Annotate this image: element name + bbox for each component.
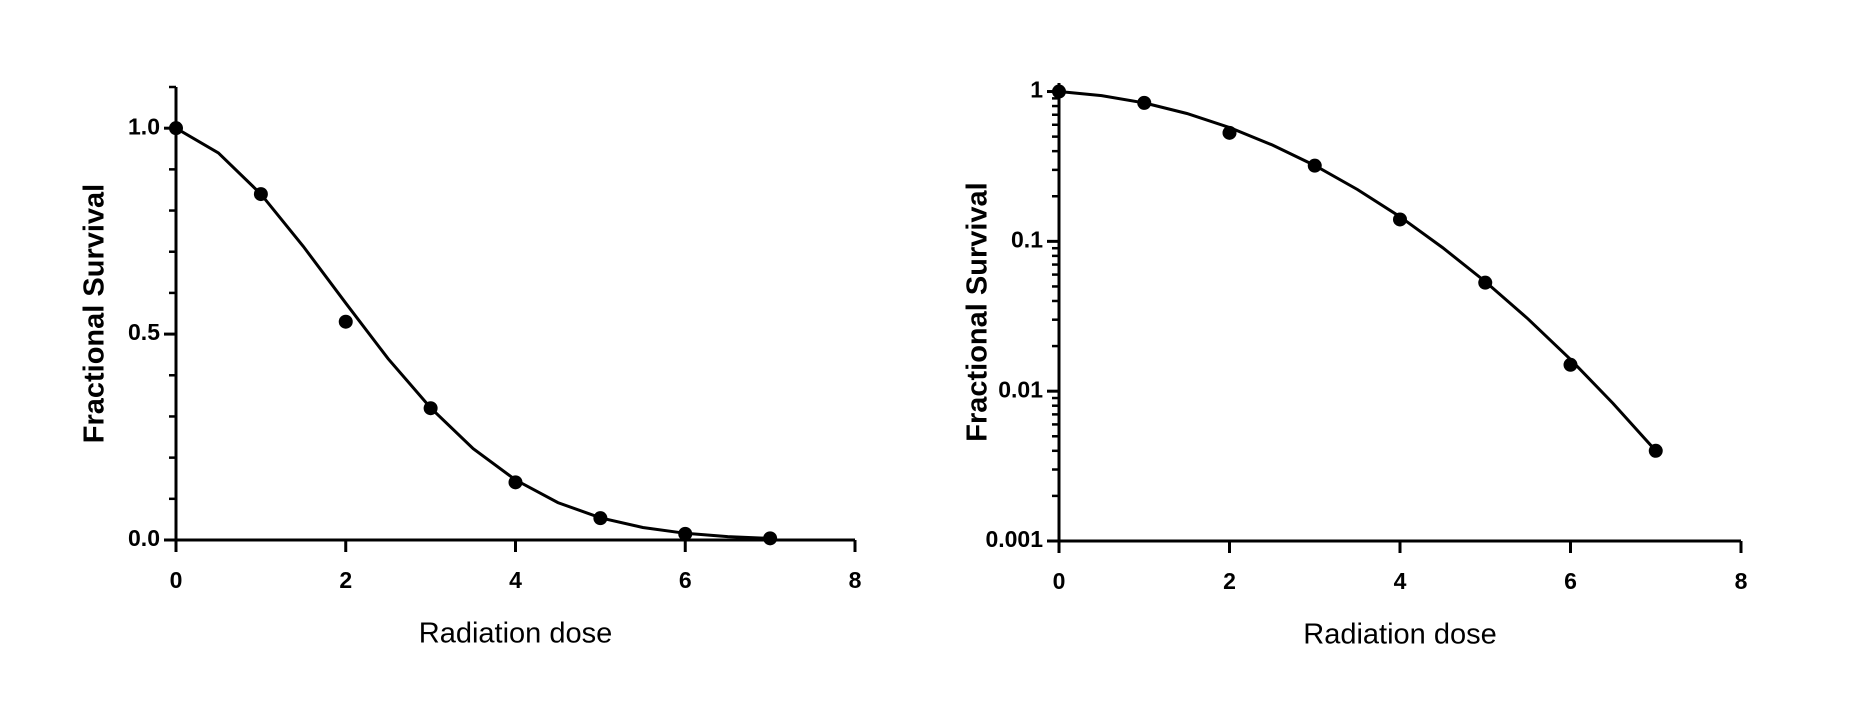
x-axis-title: Radiation dose	[1303, 619, 1496, 651]
y-tick-label: 0.01	[998, 376, 1043, 402]
x-tick-label: 8	[849, 567, 862, 593]
y-tick-label: 0.001	[985, 526, 1043, 552]
y-axis-title: Fractional Survival	[79, 184, 111, 444]
y-tick-label: 0.0	[128, 525, 160, 551]
y-tick-label: 1	[1030, 77, 1043, 103]
x-tick-label: 2	[339, 567, 352, 593]
y-tick-label: 1.0	[128, 113, 160, 139]
fit-curve	[175, 126, 771, 540]
x-tick-label: 2	[1223, 568, 1236, 594]
x-tick-label: 6	[679, 567, 692, 593]
x-tick-label: 0	[170, 567, 183, 593]
data-point	[763, 531, 778, 546]
y-axis-title: Fractional Survival	[962, 182, 994, 442]
x-tick-label: 0	[1053, 568, 1066, 594]
data-point	[338, 314, 353, 329]
x-tick-label: 4	[1394, 568, 1407, 594]
fit-curve	[1058, 90, 1657, 452]
x-tick-label: 8	[1735, 568, 1748, 594]
data-point	[169, 121, 183, 136]
y-tick-label: 0.5	[128, 319, 160, 345]
x-tick-label: 6	[1564, 568, 1577, 594]
y-tick-label: 0.1	[1011, 226, 1043, 252]
x-tick-label: 4	[509, 567, 522, 593]
x-axis-title: Radiation dose	[419, 618, 612, 650]
